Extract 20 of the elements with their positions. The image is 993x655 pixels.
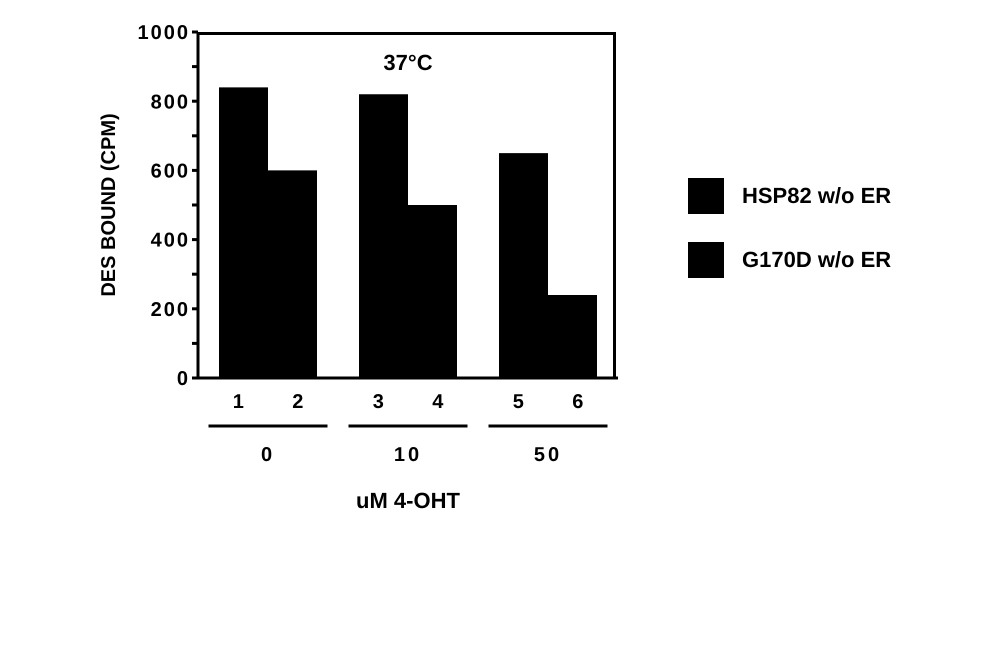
text: 5 xyxy=(512,391,524,413)
y-tick-label: 600 xyxy=(150,160,190,182)
y-axis-title: DES BOUND (CPM) xyxy=(98,113,120,297)
y-tick-label: 1000 xyxy=(138,22,190,44)
text: 6 xyxy=(572,391,584,413)
text: 3 xyxy=(372,391,384,413)
x-tick-label: 50 xyxy=(534,444,562,466)
y-tick-label: 400 xyxy=(150,230,190,252)
text: 2 xyxy=(292,391,304,413)
y-tick-label: 800 xyxy=(150,91,190,114)
y-tick-label: 200 xyxy=(150,298,190,321)
text: 1 xyxy=(232,391,244,413)
y-tick-label: 0 xyxy=(176,368,190,390)
x-axis-title: uM 4-OHT xyxy=(356,488,460,513)
text: 4 xyxy=(432,391,444,413)
legend-label: G170D w/o ER xyxy=(742,247,892,273)
x-tick-label: 10 xyxy=(394,444,422,466)
text: 37°C xyxy=(382,50,434,76)
x-tick-label: 0 xyxy=(260,444,276,466)
legend-label: HSP82 w/o ER xyxy=(742,183,892,209)
